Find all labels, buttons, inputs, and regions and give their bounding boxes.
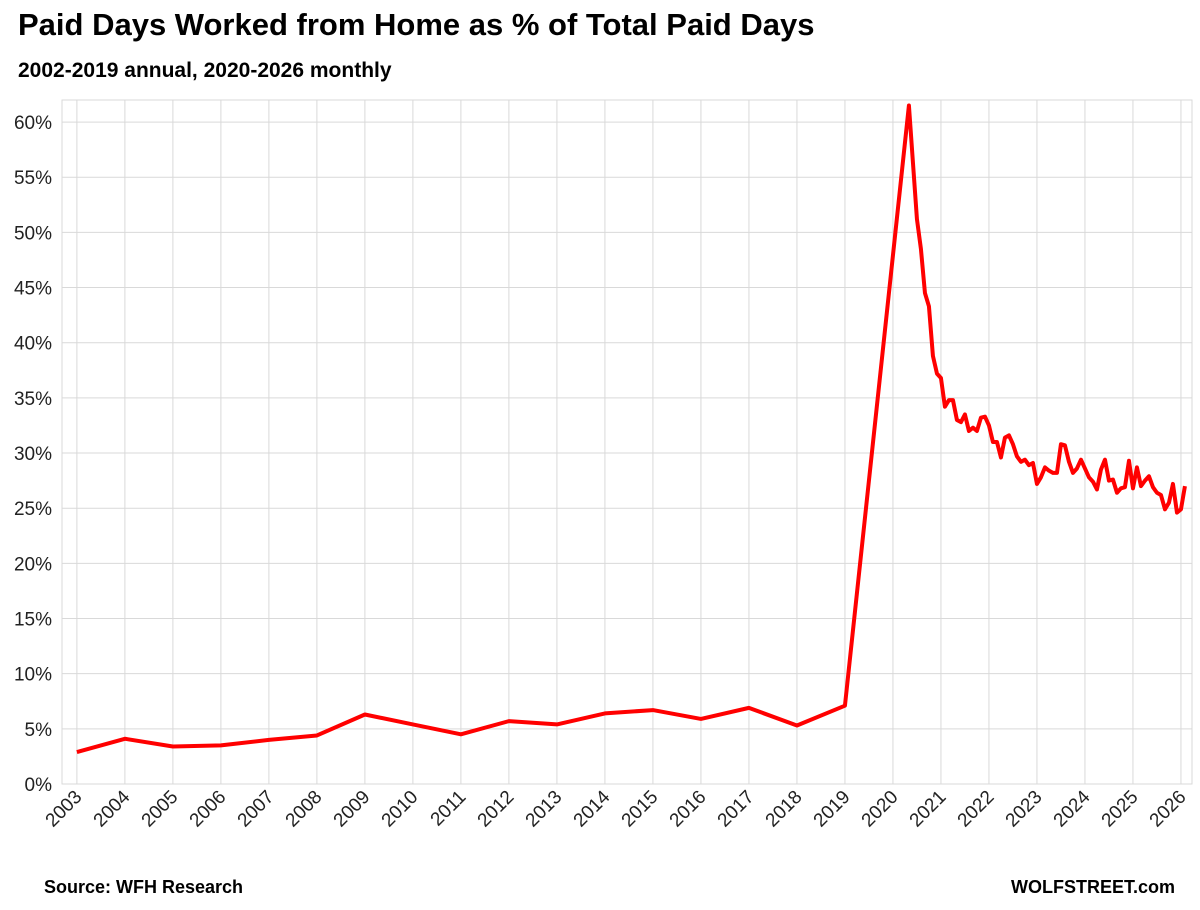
grid: [61, 99, 1193, 785]
y-tick-label: 45%: [14, 279, 52, 300]
x-tick-label: 2009: [330, 787, 375, 832]
x-tick-label: 2011: [427, 787, 471, 831]
x-tick-label: 2014: [570, 786, 615, 831]
x-tick-label: 2026: [1146, 787, 1191, 832]
x-tick-label: 2019: [810, 787, 855, 832]
x-tick-label: 2005: [138, 787, 183, 832]
tick-labels: 0% 5% 10% 15% 20% 25% 30% 35% 40% 45% 50% 55% 60% 200…: [14, 113, 1191, 831]
x-tick-label: 2012: [474, 787, 519, 832]
y-tick-label: 20%: [14, 554, 52, 575]
x-tick-label: 2007: [234, 787, 279, 832]
x-tick-label: 2018: [762, 787, 807, 832]
y-tick-label: 55%: [14, 168, 52, 189]
y-tick-label: 35%: [14, 389, 52, 410]
plot: [76, 103, 1187, 754]
x-tick-label: 2004: [90, 786, 135, 831]
y-tick-label: 0%: [25, 775, 53, 796]
x-tick-label: 2024: [1050, 786, 1095, 831]
chart-title: Paid Days Worked from Home as % of Total…: [18, 7, 814, 42]
y-tick-label: 40%: [14, 334, 52, 355]
x-tick-label: 2025: [1098, 787, 1143, 832]
x-tick-label: 2023: [1002, 787, 1047, 832]
y-tick-label: 15%: [14, 610, 52, 631]
y-tick-label: 25%: [14, 499, 52, 520]
x-tick-label: 2015: [618, 787, 663, 832]
y-tick-label: 50%: [14, 223, 52, 244]
x-tick-label: 2013: [522, 787, 567, 832]
plot-frame: [61, 99, 1193, 785]
x-tick-label: 2022: [954, 787, 999, 832]
x-tick-label: 2008: [282, 787, 327, 832]
x-tick-label: 2021: [906, 787, 951, 832]
x-tick-label: 2020: [858, 787, 903, 832]
y-tick-label: 30%: [14, 444, 52, 465]
y-tick-label: 60%: [14, 113, 52, 134]
x-tick-label: 2016: [666, 787, 711, 832]
y-tick-label: 10%: [14, 665, 52, 686]
x-tick-label: 2017: [714, 787, 759, 832]
x-tick-label: 2006: [186, 787, 231, 832]
credit: WOLFSTREET.com: [1011, 877, 1175, 897]
y-tick-label: 5%: [25, 720, 53, 741]
source: Source: WFH Research: [44, 877, 243, 897]
x-tick-label: 2010: [378, 787, 423, 832]
data-line: [76, 103, 1187, 754]
chart-subtitle: 2002-2019 annual, 2020-2026 monthly: [18, 59, 392, 82]
